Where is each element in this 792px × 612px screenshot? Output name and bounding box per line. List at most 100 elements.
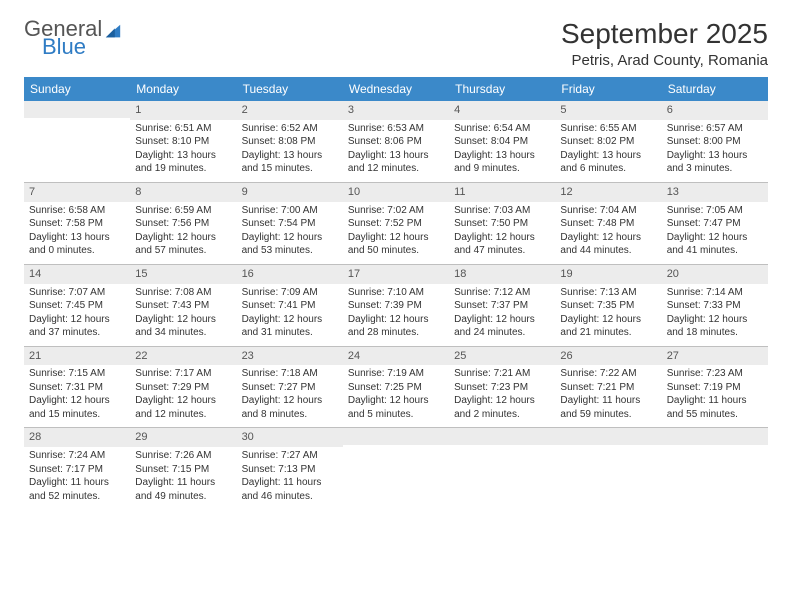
- daylight-text: Daylight: 12 hours: [135, 394, 231, 408]
- calendar-day: 26Sunrise: 7:22 AMSunset: 7:21 PMDayligh…: [555, 347, 661, 428]
- day-number: 28: [24, 428, 130, 447]
- sunset-text: Sunset: 7:56 PM: [135, 217, 231, 231]
- calendar-day: 6Sunrise: 6:57 AMSunset: 8:00 PMDaylight…: [662, 101, 768, 182]
- sunset-text: Sunset: 7:29 PM: [135, 381, 231, 395]
- sunset-text: Sunset: 7:41 PM: [242, 299, 338, 313]
- daylight-text: and 6 minutes.: [560, 162, 656, 176]
- daylight-text: and 21 minutes.: [560, 326, 656, 340]
- daylight-text: and 55 minutes.: [667, 408, 763, 422]
- calendar-day: 10Sunrise: 7:02 AMSunset: 7:52 PMDayligh…: [343, 183, 449, 264]
- calendar-day: [662, 428, 768, 509]
- day-number: 7: [24, 183, 130, 202]
- sunset-text: Sunset: 7:39 PM: [348, 299, 444, 313]
- daylight-text: Daylight: 13 hours: [29, 231, 125, 245]
- daylight-text: and 41 minutes.: [667, 244, 763, 258]
- weekday-header: Thursday: [449, 77, 555, 101]
- daylight-text: Daylight: 12 hours: [348, 313, 444, 327]
- sunrise-text: Sunrise: 7:19 AM: [348, 367, 444, 381]
- daylight-text: Daylight: 12 hours: [454, 313, 550, 327]
- day-number: 16: [237, 265, 343, 284]
- daylight-text: and 28 minutes.: [348, 326, 444, 340]
- sunset-text: Sunset: 7:17 PM: [29, 463, 125, 477]
- daylight-text: Daylight: 13 hours: [560, 149, 656, 163]
- sail-icon: [104, 23, 122, 41]
- brand-text: General Blue: [24, 18, 102, 58]
- daylight-text: Daylight: 12 hours: [348, 231, 444, 245]
- sunset-text: Sunset: 8:00 PM: [667, 135, 763, 149]
- sunset-text: Sunset: 7:31 PM: [29, 381, 125, 395]
- sunset-text: Sunset: 8:06 PM: [348, 135, 444, 149]
- sunset-text: Sunset: 7:25 PM: [348, 381, 444, 395]
- daylight-text: and 44 minutes.: [560, 244, 656, 258]
- sunset-text: Sunset: 7:13 PM: [242, 463, 338, 477]
- sunrise-text: Sunrise: 7:13 AM: [560, 286, 656, 300]
- daylight-text: Daylight: 12 hours: [135, 313, 231, 327]
- day-number: 29: [130, 428, 236, 447]
- daylight-text: Daylight: 12 hours: [242, 394, 338, 408]
- sunset-text: Sunset: 7:58 PM: [29, 217, 125, 231]
- sunrise-text: Sunrise: 6:54 AM: [454, 122, 550, 136]
- sunrise-text: Sunrise: 7:23 AM: [667, 367, 763, 381]
- sunrise-text: Sunrise: 7:27 AM: [242, 449, 338, 463]
- sunset-text: Sunset: 7:50 PM: [454, 217, 550, 231]
- calendar-day: 21Sunrise: 7:15 AMSunset: 7:31 PMDayligh…: [24, 347, 130, 428]
- day-number: 17: [343, 265, 449, 284]
- calendar-day: 29Sunrise: 7:26 AMSunset: 7:15 PMDayligh…: [130, 428, 236, 509]
- page-header: General Blue September 2025 Petris, Arad…: [24, 18, 768, 69]
- daylight-text: Daylight: 13 hours: [242, 149, 338, 163]
- daylight-text: Daylight: 12 hours: [667, 231, 763, 245]
- sunrise-text: Sunrise: 7:15 AM: [29, 367, 125, 381]
- brand-logo: General Blue: [24, 18, 122, 58]
- day-number: [662, 428, 768, 445]
- sunrise-text: Sunrise: 7:02 AM: [348, 204, 444, 218]
- sunrise-text: Sunrise: 7:22 AM: [560, 367, 656, 381]
- day-number: 18: [449, 265, 555, 284]
- daylight-text: and 52 minutes.: [29, 490, 125, 504]
- sunrise-text: Sunrise: 6:57 AM: [667, 122, 763, 136]
- daylight-text: and 19 minutes.: [135, 162, 231, 176]
- day-number: 22: [130, 347, 236, 366]
- sunset-text: Sunset: 7:54 PM: [242, 217, 338, 231]
- sunset-text: Sunset: 7:23 PM: [454, 381, 550, 395]
- title-block: September 2025 Petris, Arad County, Roma…: [561, 18, 768, 69]
- daylight-text: Daylight: 11 hours: [560, 394, 656, 408]
- daylight-text: and 49 minutes.: [135, 490, 231, 504]
- month-title: September 2025: [561, 18, 768, 50]
- weekday-header: Saturday: [662, 77, 768, 101]
- calendar-week: 14Sunrise: 7:07 AMSunset: 7:45 PMDayligh…: [24, 264, 768, 346]
- calendar-day: [555, 428, 661, 509]
- calendar-day: 17Sunrise: 7:10 AMSunset: 7:39 PMDayligh…: [343, 265, 449, 346]
- daylight-text: and 0 minutes.: [29, 244, 125, 258]
- calendar-day: 23Sunrise: 7:18 AMSunset: 7:27 PMDayligh…: [237, 347, 343, 428]
- sunrise-text: Sunrise: 7:24 AM: [29, 449, 125, 463]
- day-number: 23: [237, 347, 343, 366]
- day-number: 12: [555, 183, 661, 202]
- weekday-header: Monday: [130, 77, 236, 101]
- sunset-text: Sunset: 7:45 PM: [29, 299, 125, 313]
- day-number: 5: [555, 101, 661, 120]
- day-number: 27: [662, 347, 768, 366]
- sunset-text: Sunset: 7:43 PM: [135, 299, 231, 313]
- daylight-text: and 50 minutes.: [348, 244, 444, 258]
- daylight-text: and 59 minutes.: [560, 408, 656, 422]
- daylight-text: and 47 minutes.: [454, 244, 550, 258]
- calendar-grid: Sunday Monday Tuesday Wednesday Thursday…: [24, 77, 768, 509]
- calendar-week: 7Sunrise: 6:58 AMSunset: 7:58 PMDaylight…: [24, 182, 768, 264]
- sunrise-text: Sunrise: 6:53 AM: [348, 122, 444, 136]
- sunrise-text: Sunrise: 7:26 AM: [135, 449, 231, 463]
- daylight-text: and 3 minutes.: [667, 162, 763, 176]
- sunset-text: Sunset: 8:02 PM: [560, 135, 656, 149]
- calendar-day: 13Sunrise: 7:05 AMSunset: 7:47 PMDayligh…: [662, 183, 768, 264]
- daylight-text: and 15 minutes.: [242, 162, 338, 176]
- calendar-day: 19Sunrise: 7:13 AMSunset: 7:35 PMDayligh…: [555, 265, 661, 346]
- daylight-text: and 5 minutes.: [348, 408, 444, 422]
- calendar-day: 20Sunrise: 7:14 AMSunset: 7:33 PMDayligh…: [662, 265, 768, 346]
- calendar-day: 30Sunrise: 7:27 AMSunset: 7:13 PMDayligh…: [237, 428, 343, 509]
- calendar-day: 16Sunrise: 7:09 AMSunset: 7:41 PMDayligh…: [237, 265, 343, 346]
- weekday-header: Tuesday: [237, 77, 343, 101]
- sunset-text: Sunset: 7:19 PM: [667, 381, 763, 395]
- day-number: 8: [130, 183, 236, 202]
- day-number: [555, 428, 661, 445]
- sunrise-text: Sunrise: 6:55 AM: [560, 122, 656, 136]
- calendar-day: 3Sunrise: 6:53 AMSunset: 8:06 PMDaylight…: [343, 101, 449, 182]
